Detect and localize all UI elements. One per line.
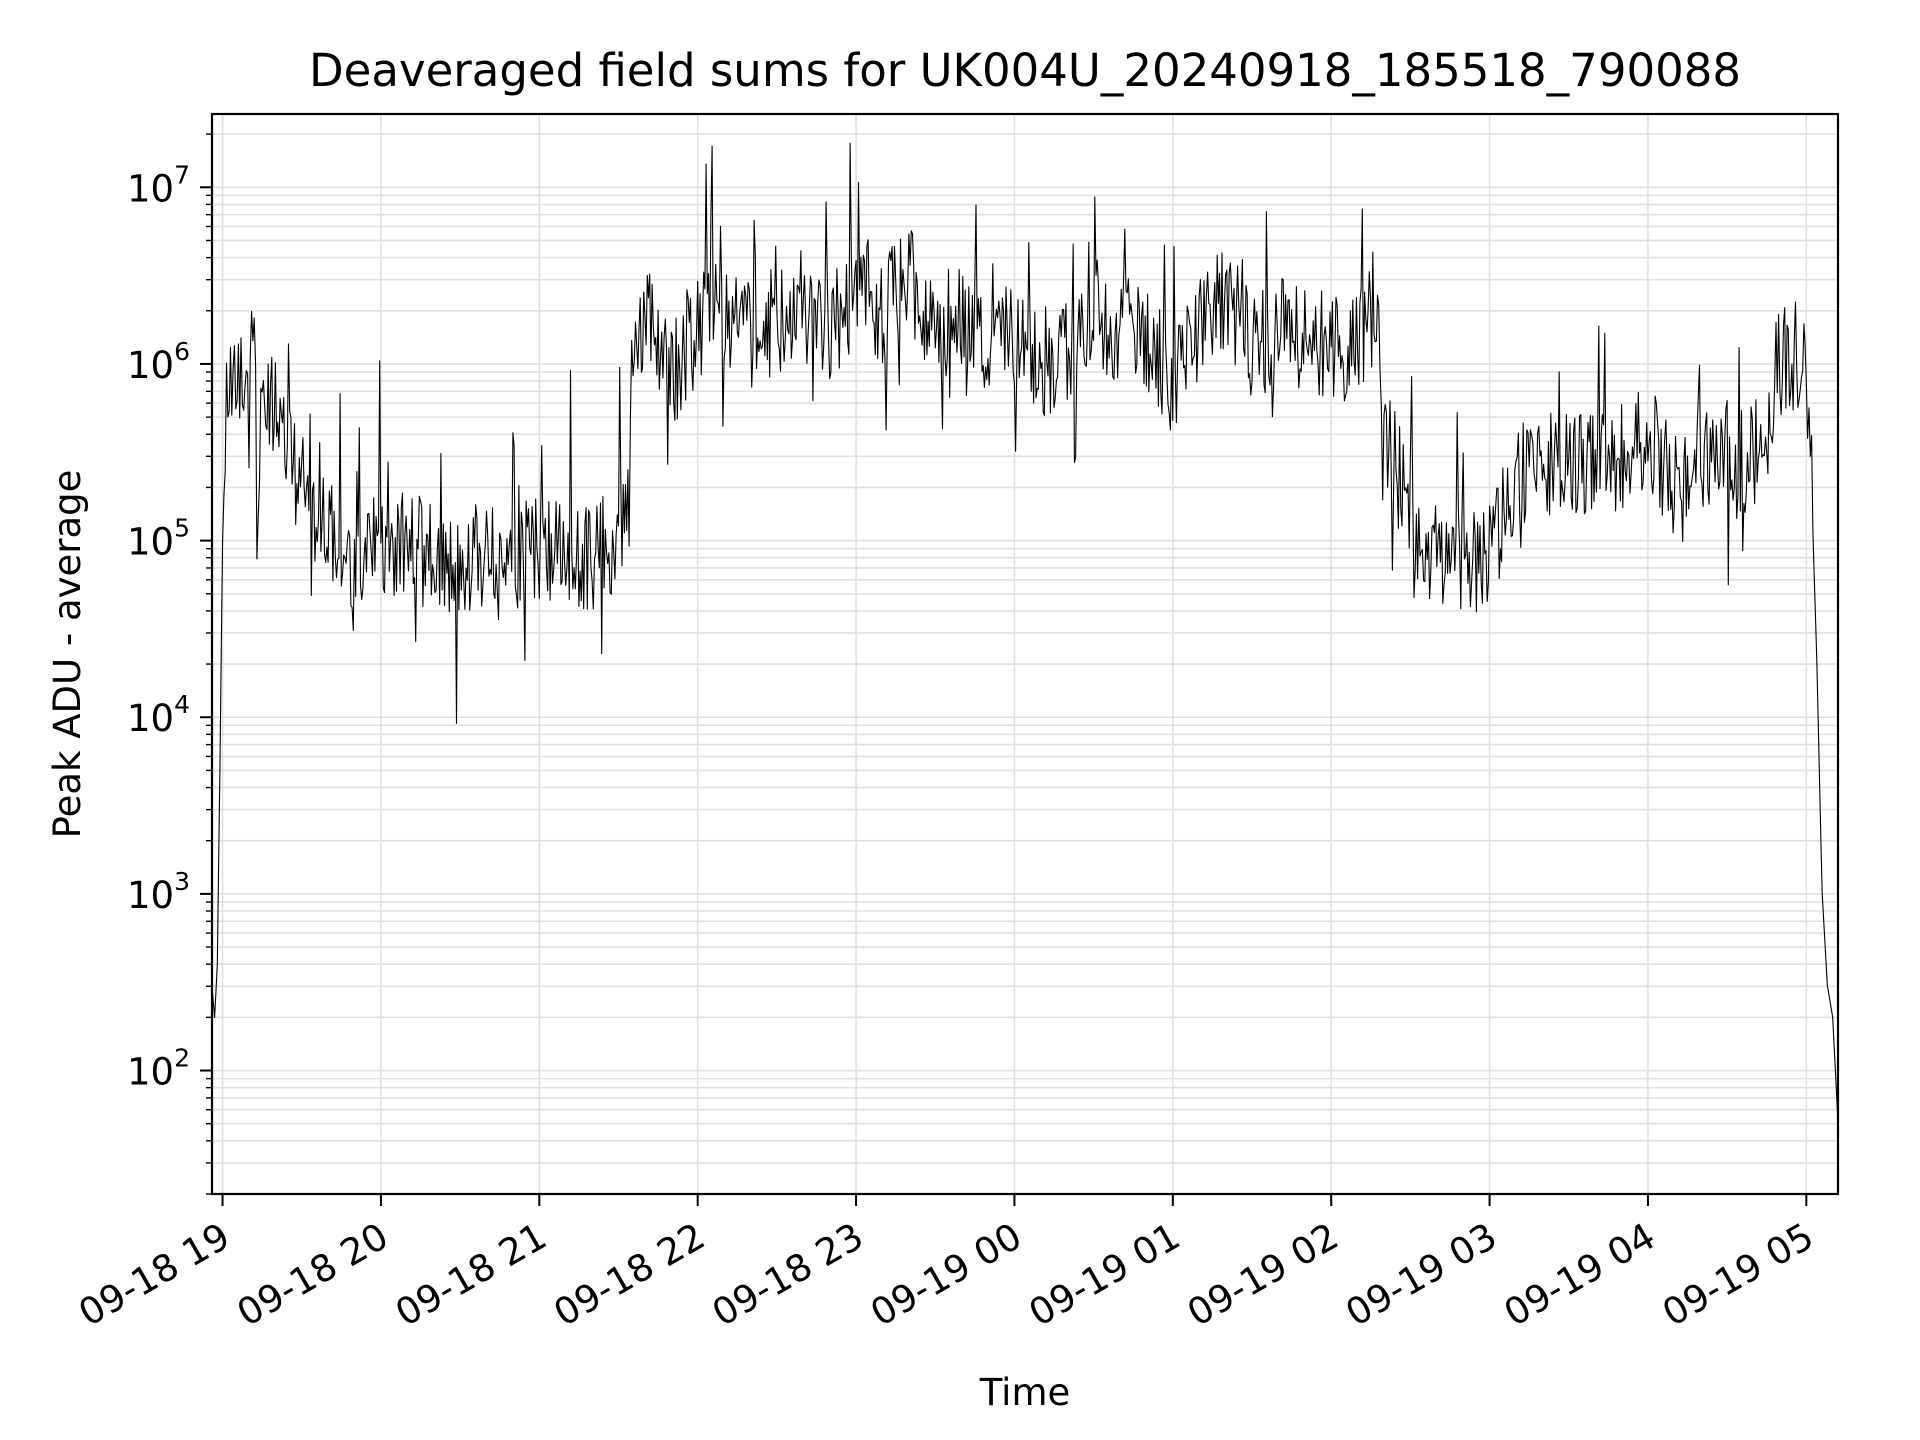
y-tick-label: 106	[127, 337, 190, 387]
x-axis-label: Time	[979, 1371, 1071, 1414]
y-tick-label: 103	[127, 867, 190, 917]
y-tick-label: 105	[127, 514, 190, 564]
y-axis-ticks: 102 103 104 105 106 107	[127, 133, 212, 1195]
y-tick-label: 102	[127, 1044, 190, 1094]
series-line	[211, 142, 1839, 1124]
plot-frame	[210, 112, 1840, 1196]
y-tick-label: 104	[127, 690, 190, 740]
chart-title: Deaveraged field sums for UK004U_2024091…	[309, 44, 1741, 97]
y-axis-label: Peak ADU - average	[46, 470, 89, 839]
grid	[212, 114, 1838, 1195]
series-line-group	[211, 142, 1839, 1124]
y-tick-label: 107	[127, 160, 190, 210]
